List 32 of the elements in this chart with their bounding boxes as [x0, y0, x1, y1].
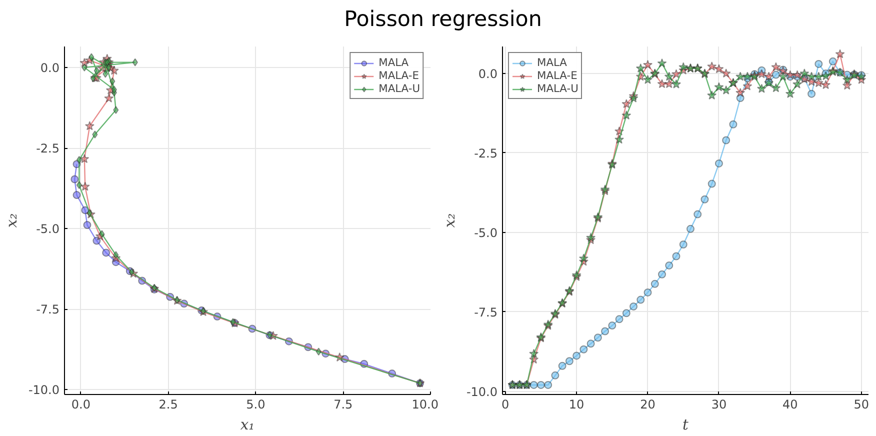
legend-label: MALA-E: [378, 69, 419, 82]
y-tick-label: -2.5: [36, 142, 60, 156]
x-tick-label: 0.0: [71, 398, 90, 412]
x-tick-label: 30: [711, 398, 727, 412]
chart-title: Poisson regression: [344, 6, 542, 34]
x-tick-label: 0: [502, 398, 510, 412]
y-tick-label: -10.0: [28, 383, 60, 398]
legend-label: MALA-U: [537, 82, 578, 95]
x-axis-title: t: [682, 416, 689, 434]
legend-label: MALA: [537, 56, 567, 69]
x-tick-label: 10: [568, 398, 584, 412]
x-tick-label: 10.0: [412, 398, 438, 412]
legend-label: MALA-E: [537, 69, 578, 82]
y-tick-label: -2.5: [474, 146, 498, 160]
x-tick-label: 20: [640, 398, 656, 412]
legend-label: MALA-U: [378, 82, 420, 95]
y-axis-title: x₂: [3, 213, 20, 228]
y-tick-label: -5.0: [474, 226, 498, 240]
y-tick-label: -5.0: [36, 222, 60, 236]
x-tick-label: 2.5: [158, 398, 178, 412]
y-axis-title: x₂: [441, 213, 458, 228]
legend-label: MALA: [378, 56, 409, 69]
y-tick-label: 0.0: [478, 67, 498, 82]
x-tick-label: 7.5: [334, 398, 353, 412]
x-tick-label: 40: [782, 398, 798, 412]
y-tick-label: -7.5: [474, 305, 498, 320]
x-axis-title: x₁: [240, 416, 255, 434]
y-tick-label: -7.5: [36, 302, 60, 317]
y-tick-label: 0.0: [40, 60, 60, 75]
y-tick-label: -10.0: [466, 384, 498, 399]
x-tick-label: 50: [854, 398, 870, 412]
x-tick-label: 5.0: [246, 398, 266, 412]
